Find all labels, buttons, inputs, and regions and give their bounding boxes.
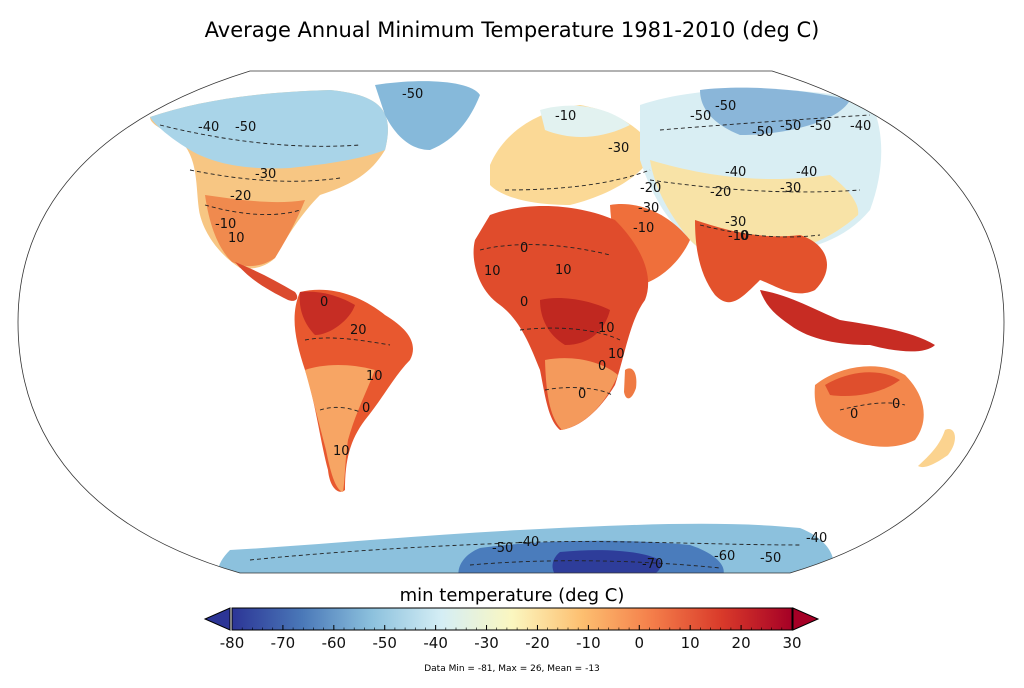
contour-label: 10 — [333, 444, 350, 459]
colorbar-tick-label: -70 — [271, 634, 296, 652]
contour-label: 0 — [362, 401, 370, 416]
contour-label: -50 — [690, 109, 711, 124]
contour-labels: -40 -50 -50 -30 -20 -10 -10 -50 -30 -50 … — [198, 87, 900, 572]
contour-label: -40 — [796, 165, 817, 180]
colorbar-extend-low — [203, 607, 231, 631]
contour-label: -50 — [760, 551, 781, 566]
contour-label: -50 — [235, 120, 256, 135]
contour-label: -20 — [640, 181, 661, 196]
colorbar-ticks: -80 -70 -60 -50 -40 -30 -20 -10 0 10 20 30 — [220, 625, 802, 652]
contour-label: -50 — [752, 125, 773, 140]
contour-label: -40 — [198, 120, 219, 135]
contour-label: -50 — [715, 99, 736, 114]
contour-label: -30 — [608, 141, 629, 156]
map-frame — [17, 70, 1005, 574]
contour-label: 10 — [555, 263, 572, 278]
contour-label: -40 — [806, 531, 827, 546]
contour-label: 10 — [608, 347, 625, 362]
contour-label: 0 — [520, 241, 528, 256]
greenland — [375, 81, 480, 150]
contour-label: 0 — [578, 387, 586, 402]
contour-label: -50 — [810, 119, 831, 134]
contour-label: -10 — [555, 109, 576, 124]
colorbar-tick-label: 30 — [782, 634, 801, 652]
contour-label: -30 — [638, 201, 659, 216]
colorbar-tick-label: 0 — [634, 634, 644, 652]
colorbar-tick-label: -20 — [525, 634, 550, 652]
contour-label: -20 — [710, 185, 731, 200]
contour-label: 0 — [320, 295, 328, 310]
contour-label: -40 — [518, 535, 539, 550]
contour-label: -40 — [850, 119, 871, 134]
data-stats: Data Min = -81, Max = 26, Mean = -13 — [424, 664, 600, 674]
colorbar-tick-label: -60 — [322, 634, 347, 652]
contour-label: -10 — [215, 217, 236, 232]
contour-label: -30 — [725, 215, 746, 230]
contour-label: -60 — [714, 549, 735, 564]
contour-label: -30 — [255, 167, 276, 182]
colorbar-tick-label: -50 — [372, 634, 397, 652]
contour-label: 10 — [598, 321, 615, 336]
contour-label: 20 — [350, 323, 367, 338]
colorbar-label: min temperature (deg C) — [399, 585, 625, 606]
colorbar-extend-high — [792, 607, 820, 631]
colorbar-tick-label: -40 — [423, 634, 448, 652]
contour-label: -20 — [230, 189, 251, 204]
contour-label: -50 — [492, 541, 513, 556]
contour-label: 0 — [850, 407, 858, 422]
map-title: Average Annual Minimum Temperature 1981-… — [204, 18, 820, 42]
contour-label: 0 — [740, 229, 748, 244]
contour-label: -70 — [642, 557, 663, 572]
contour-label: 0 — [598, 359, 606, 374]
contour-label: -50 — [402, 87, 423, 102]
colorbar-bar — [231, 607, 793, 631]
contour-label: 0 — [520, 295, 528, 310]
contour-label: -10 — [728, 229, 749, 244]
colorbar-tick-label: -80 — [220, 634, 245, 652]
southeast-asia — [760, 290, 935, 352]
colorbar-tick-label: 20 — [732, 634, 751, 652]
contour-label: -40 — [725, 165, 746, 180]
contour-lines — [159, 114, 906, 569]
world-map: -40 -50 -50 -30 -20 -10 -10 -50 -30 -50 … — [17, 70, 1005, 574]
contour-label: -10 — [633, 221, 654, 236]
contour-label: 10 — [228, 231, 245, 246]
contour-label: -50 — [780, 119, 801, 134]
contour-label: -30 — [780, 181, 801, 196]
contour-label: 10 — [366, 369, 383, 384]
colorbar-tick-label: -10 — [576, 634, 601, 652]
contour-label: 0 — [892, 397, 900, 412]
colorbar: -80 -70 -60 -50 -40 -30 -20 -10 0 10 20 30 — [203, 607, 820, 652]
contour-label: 10 — [484, 264, 501, 279]
colorbar-tick-label: 10 — [681, 634, 700, 652]
map-land — [150, 81, 956, 573]
colorbar-tick-label: -30 — [474, 634, 499, 652]
